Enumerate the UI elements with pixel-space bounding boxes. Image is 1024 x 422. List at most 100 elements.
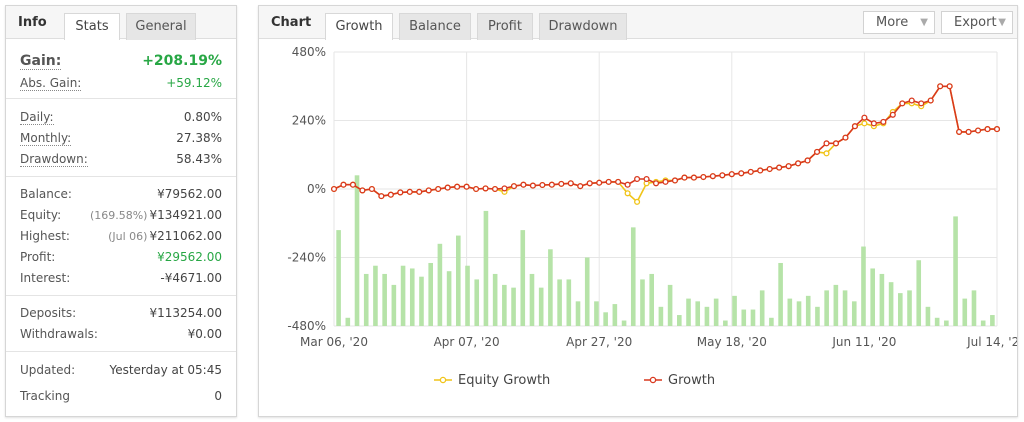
tab-profit[interactable]: Profit <box>477 13 533 40</box>
volume-bar <box>824 290 829 326</box>
equity-growth-point <box>861 120 868 127</box>
volume-bar <box>888 282 894 326</box>
volume-bar <box>944 320 949 326</box>
highest-date: (Jul 06) <box>108 230 148 243</box>
growth-point <box>823 140 830 147</box>
growth-point <box>425 187 432 194</box>
equity-growth-point <box>823 150 830 157</box>
tab-balance[interactable]: Balance <box>399 13 471 40</box>
growth-chart: 480% 240% 0% -240% -480% Mar 06, '20 Apr 07, '… <box>287 45 1017 388</box>
growth-point <box>975 127 982 134</box>
growth-point <box>652 180 660 187</box>
x-tick-label: Apr 27, '20 <box>566 335 632 349</box>
volume-bar <box>971 290 977 326</box>
equity-growth-point <box>634 198 641 205</box>
export-button[interactable]: Export ▼ <box>941 11 1013 34</box>
growth-point <box>416 188 423 195</box>
interest-value: -¥4671.00 <box>160 271 222 285</box>
tab-general[interactable]: General <box>126 13 196 40</box>
daily-value: 0.80% <box>183 110 222 124</box>
volume-bar <box>962 298 968 326</box>
x-tick-label: Jun 11, '20 <box>831 335 896 349</box>
growth-point <box>330 185 338 193</box>
more-button[interactable]: More ▼ <box>863 11 935 34</box>
volume-bar <box>529 273 535 326</box>
highest-label: Highest: <box>20 229 70 243</box>
growth-point <box>728 171 735 178</box>
volume-bar <box>778 262 783 326</box>
volume-bar <box>667 284 673 326</box>
growth-point <box>662 178 669 185</box>
chart-tabbar: Chart Growth Balance Profit Drawdown Mor… <box>259 6 1017 40</box>
growth-point <box>842 134 849 141</box>
volume-bar <box>677 315 682 326</box>
info-title: Info <box>18 15 47 30</box>
growth-point <box>463 183 470 190</box>
volume-bar <box>630 227 636 326</box>
monthly-label: Monthly: <box>20 131 72 146</box>
volume-bar <box>409 268 415 326</box>
growth-point <box>349 181 356 188</box>
highest-amount: ¥211062.00 <box>149 229 222 243</box>
volume-bar <box>686 298 691 326</box>
growth-point <box>870 120 877 127</box>
volume-bar <box>658 306 664 326</box>
volume-bar <box>575 301 581 326</box>
growth-point <box>880 118 887 125</box>
growth-point <box>368 185 375 193</box>
growth-point <box>491 185 499 193</box>
drawdown-label: Drawdown: <box>20 152 88 167</box>
growth-point <box>671 177 679 184</box>
growth-point <box>889 111 896 118</box>
growth-point <box>813 148 821 155</box>
growth-point <box>681 174 688 181</box>
volume-bar <box>483 210 489 326</box>
x-tick-label: May 18, '20 <box>697 335 767 349</box>
drawdown-value: 58.43% <box>176 152 222 166</box>
legend-marker <box>649 376 657 384</box>
deposits-value: ¥113254.00 <box>149 306 222 320</box>
volume-bar <box>474 279 480 326</box>
profit-value: ¥29562.00 <box>157 250 222 264</box>
y-tick-label: -240% <box>287 251 326 265</box>
growth-point <box>577 183 584 190</box>
profit-label: Profit: <box>20 250 56 264</box>
growth-point <box>406 188 413 195</box>
volume-bar <box>769 317 774 326</box>
tab-growth[interactable]: Growth <box>325 13 393 40</box>
volume-bar <box>732 295 737 326</box>
growth-point <box>776 164 783 171</box>
growth-point <box>757 167 764 174</box>
volume-bar <box>354 175 360 326</box>
volume-bar <box>373 265 378 326</box>
volume-bar <box>649 273 654 326</box>
balance-value: ¥79562.00 <box>157 187 222 201</box>
growth-point <box>548 181 555 188</box>
volume-bar <box>584 257 590 326</box>
updated-value: Yesterday at 05:45 <box>109 363 222 377</box>
volume-bar <box>456 235 461 326</box>
volume-bar <box>557 279 562 326</box>
growth-point <box>965 128 972 135</box>
equity-value: (169.58%) ¥134921.00 <box>90 208 222 222</box>
growth-point <box>397 189 404 196</box>
tracking-value: 0 <box>214 389 222 403</box>
growth-point <box>861 114 868 121</box>
growth-point <box>586 180 593 187</box>
growth-point <box>709 173 716 180</box>
volume-bar <box>953 216 958 326</box>
volume-bar <box>898 293 903 326</box>
volume-bar <box>704 306 710 326</box>
updated-label: Updated: <box>20 363 76 377</box>
abs-gain-value: +59.12% <box>166 76 222 90</box>
legend-marker <box>439 376 447 384</box>
growth-point <box>738 170 745 177</box>
tab-stats[interactable]: Stats <box>64 13 120 40</box>
growth-point <box>785 163 792 170</box>
growth-point <box>946 83 953 90</box>
tracking-label: Tracking <box>20 389 70 403</box>
growth-point <box>804 157 811 164</box>
tab-drawdown[interactable]: Drawdown <box>539 13 627 40</box>
growth-point <box>359 187 366 194</box>
growth-point <box>510 183 518 190</box>
